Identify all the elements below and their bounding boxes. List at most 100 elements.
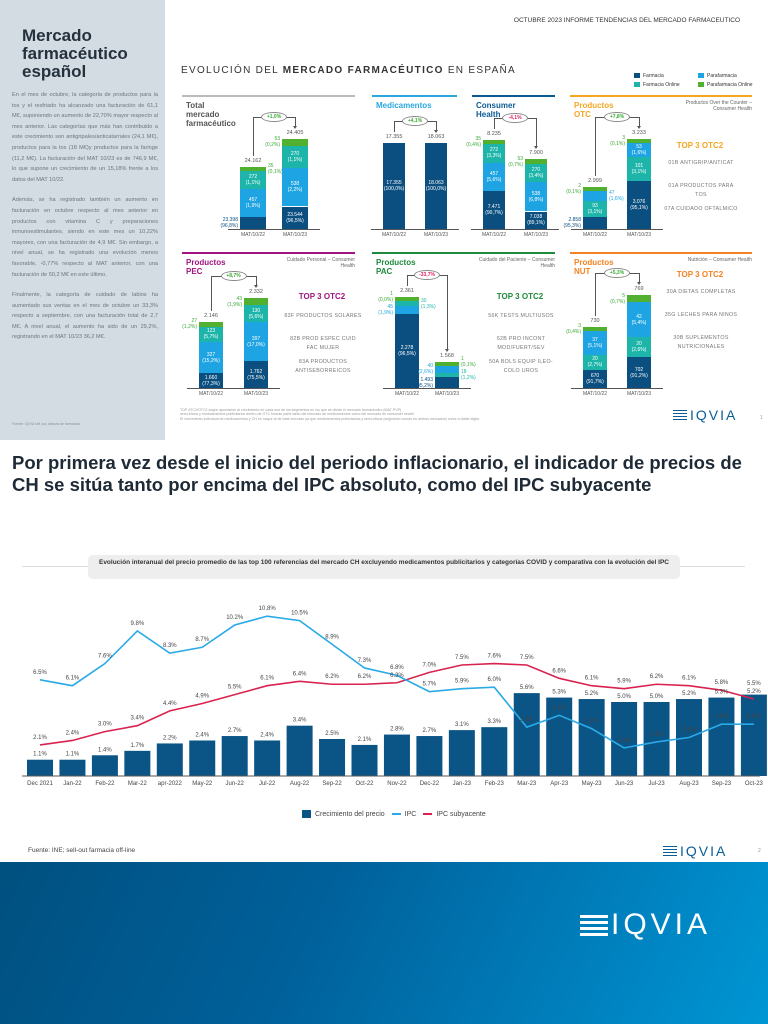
- connector-line: [253, 117, 254, 156]
- x-tick-label: Feb-22: [95, 781, 115, 787]
- stacked-bar: 23.544 (96,5%) 538 (2,2%) 270 (1,1%): [282, 139, 308, 229]
- bar-total: 17.355: [385, 134, 403, 140]
- segment-percent: (0,1%): [566, 188, 581, 195]
- segment-percent: (5,1%): [587, 342, 603, 349]
- ipc-label: 10.8%: [259, 606, 277, 612]
- legend-item: Farmacia Online: [634, 82, 698, 88]
- chart-title: Evolución interanual del precio promedio…: [88, 555, 680, 579]
- bar-segment: [583, 187, 607, 191]
- stacked-bar: 17.355 (100,0%): [383, 143, 405, 229]
- segment-percent: (96,5%): [398, 350, 416, 357]
- ipc-label: 2.3%: [650, 732, 664, 738]
- x-tick-label: Aug-22: [290, 781, 310, 787]
- bar-segment: 272 (1,1%): [240, 170, 266, 190]
- x-tick-label: Oct-23: [745, 781, 764, 787]
- x-tick-label: Jul-23: [648, 781, 665, 787]
- bar-label: 2.4%: [260, 732, 274, 738]
- connector-line: [256, 276, 257, 285]
- segment-value: 7.038: [529, 214, 543, 221]
- bar: [27, 759, 53, 776]
- segment-value: 670: [590, 372, 600, 379]
- segment-value: 30: [421, 297, 427, 304]
- segment-label: 23.398 (96,8%): [218, 217, 238, 229]
- panel-subtitle: Productos Over the Counter – Consumer He…: [685, 100, 752, 112]
- segment-value: 270: [290, 151, 300, 158]
- bar: [513, 693, 540, 776]
- bar-label: 5.2%: [585, 691, 599, 697]
- ipc-label: 8.9%: [325, 634, 339, 640]
- connector-line: [595, 117, 596, 176]
- bar-segment: 130 (5,6%): [244, 305, 268, 323]
- stacked-bar: [435, 362, 459, 388]
- legend-label: Crecimiento del precio: [315, 810, 385, 818]
- segment-value: 53: [274, 136, 280, 143]
- page-number: 2: [758, 848, 761, 854]
- arrow-down-icon: [293, 126, 297, 129]
- segment-percent: (0,2%): [265, 142, 280, 149]
- ipc-subyacente-label: 6.1%: [682, 676, 696, 682]
- segment-label: 1.493 (95,2%): [413, 377, 433, 389]
- bar-segment: [583, 217, 607, 229]
- growth-badge: +8,7%: [220, 271, 247, 281]
- top3-item: 35G LECHES PARA NINOS: [664, 312, 738, 318]
- arrow-down-icon: [637, 282, 641, 285]
- stacked-bar: 1.660 (77,3%) 327 (15,2%) 123 (5,7%): [199, 322, 223, 388]
- bar-segment: [244, 298, 268, 306]
- segment-value: 1: [461, 356, 464, 363]
- bar-segment: [525, 159, 547, 165]
- top3-title: TOP 3 OTC2: [496, 292, 544, 301]
- title-bold: MERCADO FARMACÉUTICO: [282, 65, 444, 76]
- ipc-subyacente-label: 6.6%: [552, 668, 566, 674]
- bar-segment: 670 (91,7%): [583, 369, 607, 388]
- segment-value: 53: [517, 155, 523, 162]
- stacked-bar: 7.038 (89,1%) 538 (6,8%) 270 (3,4%): [525, 159, 547, 229]
- segment-value: 3.076: [632, 198, 646, 205]
- bar-segment: 457 (5,6%): [483, 162, 505, 191]
- bar-segment: 1.762 (75,5%): [244, 361, 268, 388]
- segment-value: 1.660: [204, 374, 218, 381]
- ipc-label: 3.3%: [520, 717, 534, 723]
- slide-title: Por primera vez desde el inicio del peri…: [12, 452, 742, 495]
- segment-value: 18: [461, 369, 467, 376]
- segment-percent: (100,0%): [383, 186, 405, 192]
- segment-label: 43 (1,9%): [222, 296, 242, 308]
- segment-percent: (0,7%): [610, 298, 625, 305]
- connector-line: [436, 121, 437, 130]
- bar-label: 5.0%: [617, 694, 631, 700]
- growth-badge: +7,8%: [604, 112, 630, 122]
- logo-mark-icon: [580, 914, 608, 936]
- panel-title: Consumer Health: [476, 101, 516, 119]
- x-tick-label: apr-2022: [158, 781, 183, 787]
- bar-total: 7.900: [529, 150, 543, 156]
- segment-percent: (95,2%): [415, 382, 433, 389]
- segment-label: 47 (1,6%): [609, 190, 629, 202]
- panel-divider: [372, 252, 555, 254]
- bar-label: 2.7%: [423, 728, 437, 734]
- iqvia-logo: IQVIA: [580, 908, 711, 942]
- bar-total: 24.405: [286, 130, 304, 136]
- x-label: MAT/10/23: [282, 232, 308, 238]
- top3-item: 83A PRODUCTOS ANTISEBORREICOS: [295, 359, 351, 374]
- segment-percent: (2,2%): [287, 187, 303, 194]
- x-tick-label: Mar-22: [128, 781, 148, 787]
- segment-percent: (5,6%): [248, 313, 264, 320]
- ipc-label: 2.6%: [682, 728, 696, 734]
- bar-label: 1.1%: [66, 752, 80, 758]
- panel-divider: [372, 95, 457, 97]
- bar-total: 2.999: [588, 178, 602, 184]
- x-tick-label: Jun-22: [226, 781, 245, 787]
- logo-text: IQVIA: [680, 843, 728, 859]
- stacked-bar: 1.762 (75,5%) 397 (17,0%) 130 (5,6%): [244, 298, 268, 388]
- bar-segment: [583, 327, 607, 331]
- legend-label: Parafarmacia: [707, 73, 737, 79]
- segment-value: 1.762: [249, 368, 263, 375]
- legend-swatch: [634, 82, 640, 88]
- iqvia-logo: IQVIA: [663, 843, 727, 859]
- segment-percent: (1,3%): [421, 303, 436, 310]
- bar-total: 2.146: [204, 313, 218, 319]
- segment-value: 538: [290, 181, 300, 188]
- bar-segment: 1.660 (77,3%): [199, 373, 223, 388]
- ipc-label: 7.3%: [358, 658, 372, 664]
- bar-label: 3.3%: [487, 719, 501, 725]
- bar-segment: 20 (2,6%): [627, 337, 651, 358]
